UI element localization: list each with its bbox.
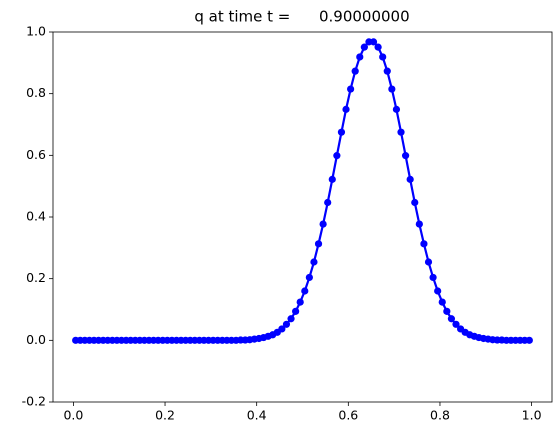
data-point bbox=[424, 258, 433, 266]
data-point bbox=[443, 307, 451, 315]
data-point bbox=[452, 320, 460, 328]
x-tick-label: 0.0 bbox=[63, 408, 83, 423]
data-point bbox=[401, 152, 410, 160]
data-point bbox=[411, 198, 419, 207]
data-point bbox=[342, 105, 350, 113]
data-point bbox=[310, 258, 318, 266]
chart-title: q at time t = 0.90000000 bbox=[194, 8, 409, 26]
x-tick-label: 0.6 bbox=[338, 408, 358, 423]
data-point bbox=[351, 67, 359, 75]
data-point bbox=[324, 198, 332, 207]
data-point bbox=[296, 298, 304, 306]
data-point bbox=[328, 175, 336, 183]
data-point bbox=[282, 320, 291, 328]
y-tick-label: 0.8 bbox=[26, 85, 46, 100]
data-point bbox=[392, 105, 401, 113]
x-tick-label: 0.4 bbox=[247, 408, 267, 423]
y-tick-label: 0.4 bbox=[26, 209, 46, 224]
data-point bbox=[415, 220, 423, 228]
data-point bbox=[333, 152, 341, 160]
data-point bbox=[397, 128, 405, 136]
data-point bbox=[438, 298, 446, 306]
y-tick-label: 1.0 bbox=[26, 24, 46, 39]
data-point bbox=[287, 315, 295, 323]
x-tick-label: 0.8 bbox=[430, 408, 450, 423]
data-point bbox=[360, 43, 368, 51]
data-point bbox=[356, 53, 364, 61]
data-point bbox=[305, 273, 313, 282]
data-point bbox=[379, 53, 387, 61]
plot-frame bbox=[52, 31, 553, 403]
data-point bbox=[434, 287, 442, 295]
data-point bbox=[388, 85, 396, 93]
data-point bbox=[292, 307, 300, 315]
data-point bbox=[347, 85, 355, 93]
data-point bbox=[447, 315, 456, 323]
x-tick-label: 1.0 bbox=[522, 408, 542, 423]
x-tick-label: 0.2 bbox=[155, 408, 175, 423]
y-tick-label: 0.6 bbox=[26, 147, 46, 162]
series-line bbox=[75, 40, 530, 342]
data-point bbox=[369, 38, 378, 46]
data-point bbox=[429, 273, 437, 282]
data-point bbox=[319, 220, 327, 228]
y-tick-label: -0.2 bbox=[22, 394, 46, 409]
data-point bbox=[374, 43, 382, 51]
data-point bbox=[420, 240, 428, 248]
data-point bbox=[406, 175, 414, 183]
y-tick-label: 0.2 bbox=[26, 270, 46, 285]
data-point bbox=[525, 336, 533, 344]
data-point bbox=[314, 240, 323, 248]
data-point bbox=[301, 287, 309, 295]
data-point bbox=[278, 325, 286, 333]
data-point bbox=[383, 67, 391, 75]
data-point bbox=[337, 128, 346, 136]
y-tick-label: 0.0 bbox=[26, 332, 46, 347]
